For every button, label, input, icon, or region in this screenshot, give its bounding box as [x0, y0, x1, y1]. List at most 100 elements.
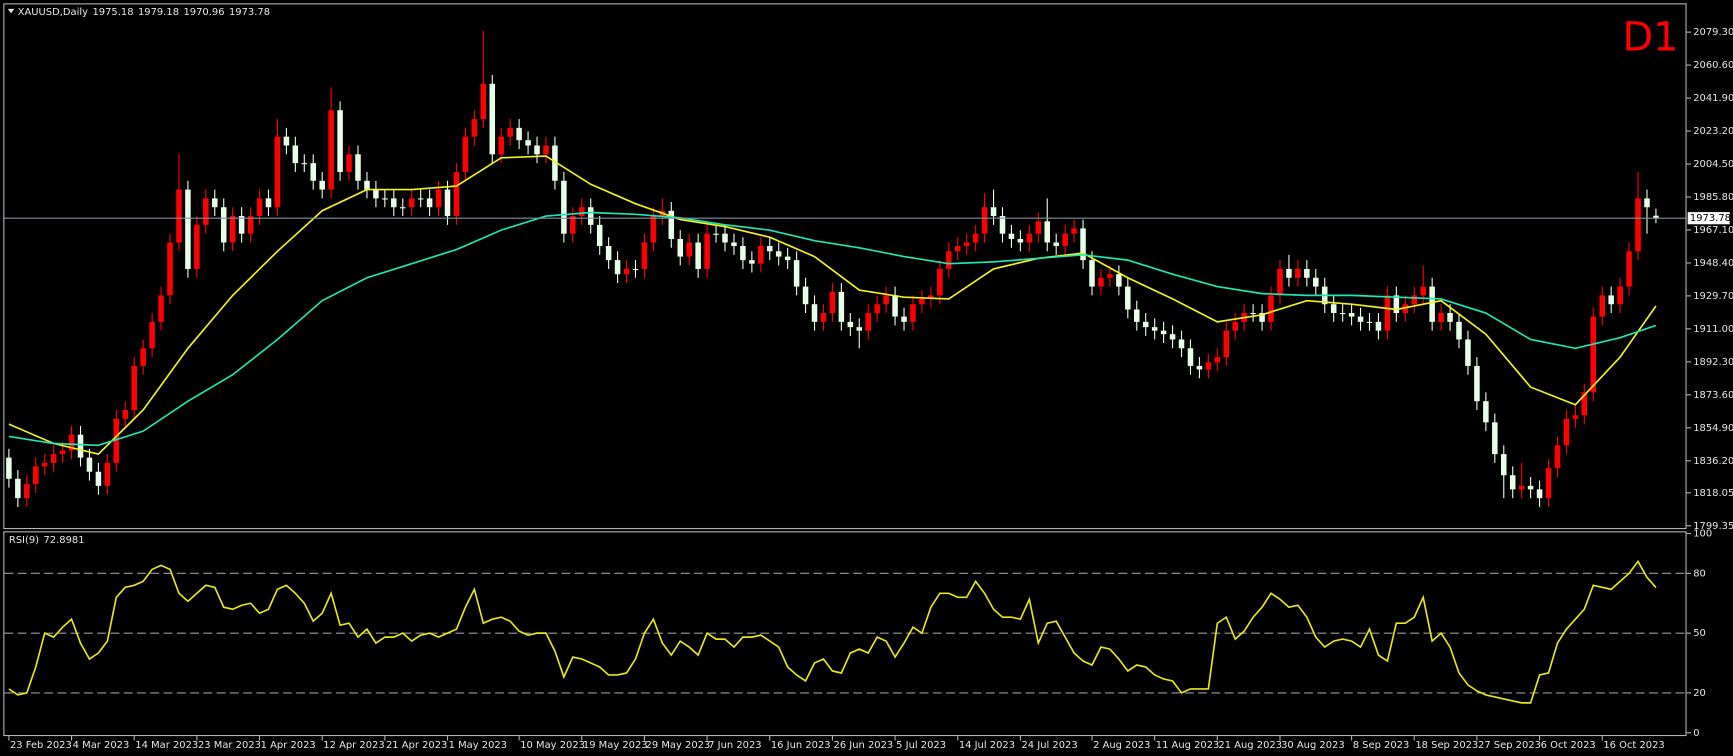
- y-tick-label: 2079.30: [1693, 27, 1733, 38]
- candle-body: [1035, 221, 1042, 234]
- candle-body: [820, 313, 827, 322]
- candle-body: [731, 242, 737, 247]
- candle-body: [1635, 198, 1641, 252]
- candle-body: [1438, 313, 1444, 322]
- candle-body: [650, 216, 657, 243]
- rsi-y-tick-label: 20: [1693, 688, 1706, 699]
- candle-body: [614, 260, 621, 275]
- y-tick-label: 2060.60: [1693, 60, 1733, 71]
- candle-body: [176, 189, 182, 243]
- candle-body: [1393, 295, 1400, 314]
- candle-body: [1295, 268, 1301, 278]
- candle-body: [1483, 401, 1489, 423]
- candle-body: [587, 207, 594, 225]
- candle-body: [1053, 242, 1059, 247]
- candle-body: [1554, 445, 1561, 469]
- candle-body: [1304, 268, 1310, 278]
- moving-average-line: [8, 155, 1657, 456]
- candle-body: [1223, 330, 1230, 358]
- candle-body: [408, 198, 415, 208]
- candle-body: [328, 110, 334, 190]
- candle-body: [1142, 321, 1149, 328]
- candle-body: [1581, 392, 1588, 416]
- candle-body: [1008, 233, 1015, 239]
- candle-body: [507, 127, 513, 137]
- y-tick-label: 1818.05: [1693, 488, 1733, 499]
- candle-body: [185, 189, 191, 269]
- candle-body: [444, 189, 451, 217]
- candle-body: [1492, 422, 1498, 455]
- candle-body: [713, 233, 719, 235]
- x-tick-label: 26 Jun 2023: [834, 740, 894, 751]
- candle-body: [874, 304, 880, 314]
- candle-body: [704, 233, 710, 269]
- candle-body: [1366, 321, 1373, 323]
- candle-body: [1277, 268, 1283, 296]
- chart-header: XAUUSD,Daily 1975.18 1979.18 1970.96 1973.78: [18, 7, 270, 18]
- last-high: 1979.18: [138, 7, 179, 18]
- y-tick-label: 2041.90: [1693, 93, 1733, 104]
- y-tick-label: 1873.60: [1693, 390, 1733, 401]
- candle-body: [1089, 260, 1095, 287]
- candle-body: [1474, 365, 1480, 402]
- candle-body: [113, 418, 120, 463]
- candle-body: [623, 268, 630, 275]
- candle-body: [104, 462, 111, 486]
- candle-body: [1411, 295, 1418, 305]
- x-tick-label: 2 Aug 2023: [1093, 740, 1150, 751]
- candle-body: [256, 198, 263, 217]
- candle-body: [435, 189, 442, 208]
- candle-body: [59, 450, 66, 455]
- x-tick-label: 18 Sep 2023: [1415, 740, 1478, 751]
- candle-body: [122, 410, 129, 419]
- candle-body: [399, 207, 406, 209]
- candle-body: [498, 136, 504, 155]
- candle-body: [1259, 313, 1265, 322]
- candle-body: [1151, 327, 1158, 331]
- candle-body: [937, 268, 943, 296]
- x-tick-label: 7 Jun 2023: [708, 740, 761, 751]
- candle-body: [543, 145, 549, 155]
- x-tick-label: 1 May 2023: [449, 740, 507, 751]
- candle-body: [167, 242, 173, 296]
- candle-body: [1518, 485, 1525, 490]
- candle-body: [883, 295, 889, 305]
- candle-body: [856, 327, 863, 331]
- candle-body: [1626, 251, 1632, 287]
- candle-body: [632, 268, 639, 271]
- candle-body: [686, 242, 692, 257]
- candle-body: [1330, 304, 1337, 314]
- y-tick-label: 1799.35: [1693, 521, 1733, 532]
- candle-body: [1456, 321, 1462, 340]
- candle-body: [310, 163, 317, 181]
- rsi-y-tick-label: 100: [1693, 529, 1712, 540]
- candle-body: [1501, 454, 1507, 476]
- price-panel-frame: [3, 3, 1687, 530]
- candle-body: [516, 127, 522, 141]
- last-close: 1973.78: [229, 7, 270, 18]
- candle-body: [140, 348, 146, 366]
- candle-body: [1357, 316, 1364, 322]
- candle-body: [247, 216, 254, 234]
- candle-body: [1572, 415, 1579, 419]
- candle-body: [1071, 228, 1077, 234]
- price-label: 1973.78: [1690, 213, 1731, 224]
- candle-body: [1107, 274, 1113, 278]
- y-tick-label: 2023.20: [1693, 126, 1733, 137]
- last-open: 1975.18: [92, 7, 133, 18]
- candle-body: [292, 145, 299, 164]
- candle-body: [999, 216, 1006, 234]
- candle-body: [677, 238, 684, 257]
- rsi-line: [8, 559, 1657, 704]
- candle-body: [1268, 295, 1274, 322]
- candle-body: [596, 224, 603, 247]
- y-tick-label: 1929.70: [1693, 291, 1733, 302]
- candle-body: [265, 198, 272, 208]
- x-tick-label: 12 Apr 2023: [323, 740, 384, 751]
- moving-average-line: [8, 211, 1657, 447]
- candle-body: [740, 246, 746, 261]
- candle-body: [337, 110, 343, 172]
- y-tick-label: 1854.90: [1693, 423, 1733, 434]
- candle-body: [758, 246, 764, 264]
